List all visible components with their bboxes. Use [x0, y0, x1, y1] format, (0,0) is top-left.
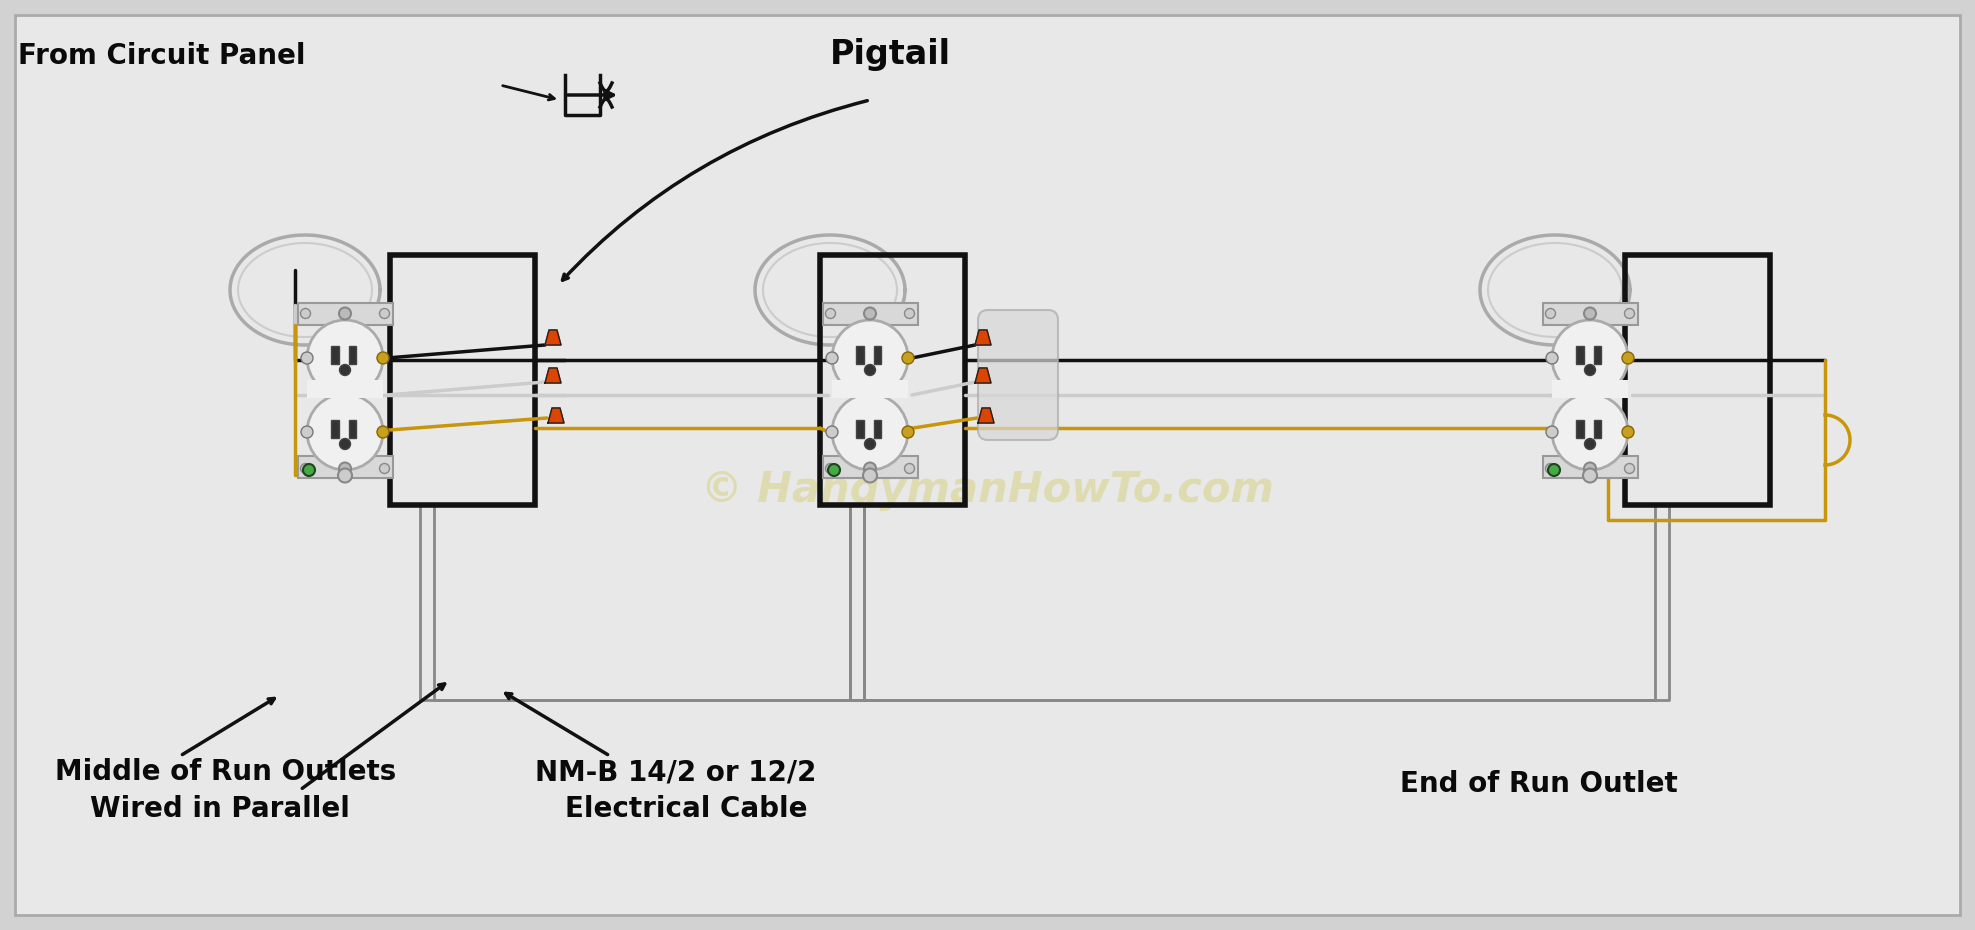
Circle shape [1625, 463, 1635, 473]
Bar [875, 420, 881, 438]
Text: Pigtail: Pigtail [830, 38, 952, 71]
Circle shape [1584, 439, 1596, 449]
Bar [831, 380, 909, 398]
Circle shape [300, 309, 310, 318]
Bar [1625, 255, 1770, 505]
Circle shape [1584, 308, 1596, 320]
Bar [332, 420, 340, 438]
Circle shape [300, 426, 312, 438]
Bar [822, 456, 918, 477]
Circle shape [903, 426, 914, 438]
Circle shape [379, 309, 389, 318]
Bar [822, 302, 918, 325]
Text: Electrical Cable: Electrical Cable [565, 795, 808, 823]
Bar [875, 346, 881, 364]
Circle shape [379, 463, 389, 473]
Circle shape [1546, 309, 1556, 318]
Circle shape [1552, 394, 1627, 470]
Bar [1594, 346, 1602, 364]
Bar [350, 420, 356, 438]
Circle shape [1546, 426, 1558, 438]
Circle shape [1621, 426, 1633, 438]
Circle shape [863, 469, 877, 483]
Circle shape [828, 464, 839, 476]
Text: Middle of Run Outlets: Middle of Run Outlets [55, 758, 397, 786]
Bar [1542, 302, 1637, 325]
FancyBboxPatch shape [978, 310, 1059, 440]
Circle shape [1548, 464, 1560, 476]
Bar [855, 346, 863, 364]
Bar [389, 255, 535, 505]
Bar [1576, 346, 1584, 364]
Polygon shape [976, 368, 991, 383]
Circle shape [377, 426, 389, 438]
Polygon shape [547, 408, 565, 423]
Circle shape [300, 352, 312, 364]
Circle shape [831, 320, 909, 396]
Circle shape [826, 309, 835, 318]
Circle shape [306, 394, 383, 470]
Text: End of Run Outlet: End of Run Outlet [1400, 770, 1677, 798]
Bar [306, 380, 383, 398]
Bar [332, 346, 340, 364]
Circle shape [1584, 469, 1598, 483]
Circle shape [1552, 320, 1627, 396]
Text: © HandymanHowTo.com: © HandymanHowTo.com [701, 469, 1274, 511]
Circle shape [302, 464, 314, 476]
Circle shape [1546, 352, 1558, 364]
Text: From Circuit Panel: From Circuit Panel [18, 42, 306, 70]
Circle shape [905, 309, 914, 318]
Circle shape [905, 463, 914, 473]
Circle shape [340, 308, 352, 320]
Text: NM-B 14/2 or 12/2: NM-B 14/2 or 12/2 [535, 758, 816, 786]
Bar [298, 302, 393, 325]
Bar [298, 456, 393, 477]
Polygon shape [978, 408, 993, 423]
Circle shape [338, 469, 352, 483]
Circle shape [300, 463, 310, 473]
Bar [820, 255, 966, 505]
Circle shape [340, 462, 352, 474]
Bar [350, 346, 356, 364]
Circle shape [826, 426, 837, 438]
Circle shape [1625, 309, 1635, 318]
Polygon shape [976, 330, 991, 345]
Circle shape [865, 365, 875, 376]
Circle shape [865, 439, 875, 449]
Circle shape [826, 352, 837, 364]
Circle shape [1584, 365, 1596, 376]
Circle shape [306, 320, 383, 396]
Text: Wired in Parallel: Wired in Parallel [91, 795, 350, 823]
Circle shape [340, 439, 350, 449]
Circle shape [377, 352, 389, 364]
Bar [1552, 380, 1627, 398]
Circle shape [903, 352, 914, 364]
Circle shape [1621, 352, 1633, 364]
Circle shape [1584, 462, 1596, 474]
Circle shape [826, 463, 835, 473]
Bar [1594, 420, 1602, 438]
Bar [855, 420, 863, 438]
Circle shape [340, 365, 350, 376]
Polygon shape [545, 368, 561, 383]
Circle shape [863, 462, 877, 474]
Bar [1576, 420, 1584, 438]
Circle shape [863, 308, 877, 320]
Bar [1542, 456, 1637, 477]
Circle shape [1546, 463, 1556, 473]
Polygon shape [545, 330, 561, 345]
Circle shape [831, 394, 909, 470]
